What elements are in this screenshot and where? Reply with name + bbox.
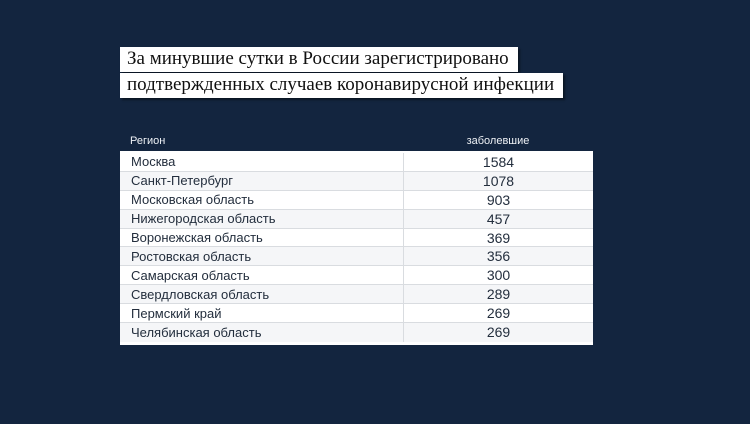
cases-cell: 457: [403, 209, 593, 228]
table-row: Воронежская область 369: [120, 228, 593, 248]
table-row: Пермский край 269: [120, 304, 593, 324]
region-cell: Москва: [131, 154, 176, 170]
table-row: Нижегородская область 457: [120, 209, 593, 229]
cases-cell: 269: [403, 323, 593, 342]
column-header-cases: заболевшие: [466, 135, 530, 147]
headline-line-1: За минувшие сутки в России зарегистриров…: [120, 47, 518, 72]
cases-cell: 300: [403, 266, 593, 285]
region-cell: Пермский край: [131, 305, 222, 321]
headline-line-2: подтвержденных случаев коронавирусной ин…: [120, 73, 564, 98]
cases-cell: 289: [403, 285, 593, 304]
cases-cell: 269: [403, 304, 593, 323]
region-cell: Ростовская область: [131, 248, 252, 264]
region-cell: Самарская область: [131, 267, 250, 283]
region-cell: Воронежская область: [131, 230, 263, 245]
cases-cell: 369: [403, 228, 593, 247]
cases-table: Москва 1584 Санкт-Петербург 1078 Московс…: [120, 151, 593, 345]
table-row: Ростовская область 356: [120, 247, 593, 267]
region-cell: Нижегородская область: [131, 211, 276, 227]
region-cell: Свердловская область: [131, 286, 270, 302]
cases-cell: 903: [403, 190, 593, 209]
region-cell: Санкт-Петербург: [131, 173, 233, 189]
region-cell: Челябинская область: [131, 324, 262, 340]
table-column-headers: Регион заболевшие: [120, 134, 593, 149]
cases-cell: 1584: [403, 153, 593, 171]
table-row: Москва 1584: [120, 153, 593, 172]
column-header-region: Регион: [130, 135, 166, 147]
table-row: Челябинская область 269: [120, 323, 593, 342]
table-row: Свердловская область 289: [120, 285, 593, 305]
cases-cell: 356: [403, 247, 593, 266]
headline: За минувшие сутки в России зарегистриров…: [120, 47, 564, 99]
table-row: Самарская область 300: [120, 266, 593, 286]
region-cell: Московская область: [131, 192, 255, 208]
table-row: Санкт-Петербург 1078: [120, 171, 593, 191]
cases-cell: 1078: [403, 171, 593, 190]
table-row: Московская область 903: [120, 190, 593, 210]
